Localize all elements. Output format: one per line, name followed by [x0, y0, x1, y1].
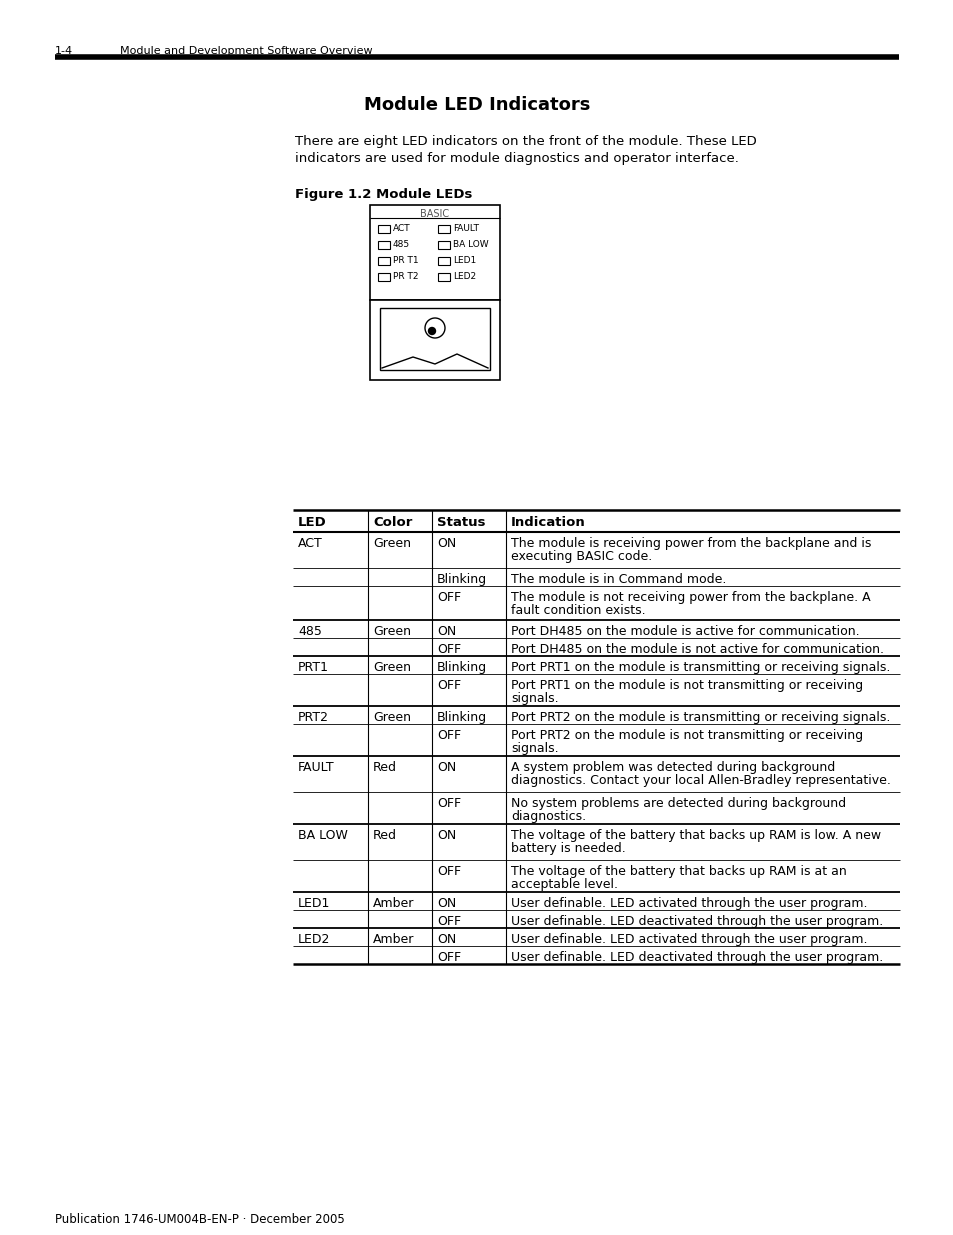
Text: Module and Development Software Overview: Module and Development Software Overview [120, 46, 373, 56]
Text: Red: Red [373, 829, 396, 842]
Text: ON: ON [436, 932, 456, 946]
Bar [437, 225, 450, 233]
Bar [437, 273, 450, 282]
Text: There are eight LED indicators on the front of the module. These LED: There are eight LED indicators on the fr… [294, 135, 756, 148]
Text: ON: ON [436, 625, 456, 638]
Text: signals.: signals. [511, 742, 558, 755]
Text: 485: 485 [393, 240, 410, 249]
Text: The module is not receiving power from the backplane. A: The module is not receiving power from t… [511, 592, 870, 604]
Text: Indication: Indication [511, 516, 585, 529]
Text: PR T2: PR T2 [393, 272, 418, 282]
Text: LED1: LED1 [297, 897, 330, 910]
Text: Green: Green [373, 661, 411, 674]
Text: OFF: OFF [436, 592, 460, 604]
Text: The voltage of the battery that backs up RAM is low. A new: The voltage of the battery that backs up… [511, 829, 881, 842]
Text: PR T1: PR T1 [393, 256, 418, 266]
Text: No system problems are detected during background: No system problems are detected during b… [511, 797, 845, 810]
Text: LED2: LED2 [453, 272, 476, 282]
Text: User definable. LED deactivated through the user program.: User definable. LED deactivated through … [511, 951, 882, 965]
Bar [437, 241, 450, 249]
Text: signals.: signals. [511, 692, 558, 705]
Text: fault condition exists.: fault condition exists. [511, 604, 645, 618]
Text: OFF: OFF [436, 643, 460, 656]
Text: ON: ON [436, 761, 456, 774]
Text: Red: Red [373, 761, 396, 774]
Text: 1-4: 1-4 [55, 46, 73, 56]
Text: OFF: OFF [436, 951, 460, 965]
Text: BASIC: BASIC [420, 209, 449, 219]
Text: ON: ON [436, 829, 456, 842]
Text: PRT2: PRT2 [297, 711, 329, 724]
Text: LED: LED [297, 516, 327, 529]
Text: OFF: OFF [436, 729, 460, 742]
Text: OFF: OFF [436, 679, 460, 692]
Text: OFF: OFF [436, 915, 460, 927]
Text: PRT1: PRT1 [297, 661, 329, 674]
Text: Amber: Amber [373, 932, 414, 946]
Text: OFF: OFF [436, 864, 460, 878]
Text: Amber: Amber [373, 897, 414, 910]
Text: Status: Status [436, 516, 485, 529]
Bar [437, 257, 450, 266]
Text: The module is in Command mode.: The module is in Command mode. [511, 573, 725, 585]
Text: ACT: ACT [297, 537, 322, 550]
Bar [377, 225, 390, 233]
Text: User definable. LED activated through the user program.: User definable. LED activated through th… [511, 897, 866, 910]
Text: diagnostics.: diagnostics. [511, 810, 585, 823]
Text: Green: Green [373, 625, 411, 638]
Text: Blinking: Blinking [436, 711, 487, 724]
Text: ON: ON [436, 537, 456, 550]
Bar [370, 205, 499, 300]
Bar [377, 257, 390, 266]
Text: FAULT: FAULT [297, 761, 335, 774]
Text: Port PRT1 on the module is not transmitting or receiving: Port PRT1 on the module is not transmitt… [511, 679, 862, 692]
Text: Module LED Indicators: Module LED Indicators [363, 96, 590, 114]
Text: Publication 1746-UM004B-EN-P · December 2005: Publication 1746-UM004B-EN-P · December … [55, 1213, 344, 1226]
Text: LED2: LED2 [297, 932, 330, 946]
Text: Figure 1.2 Module LEDs: Figure 1.2 Module LEDs [294, 188, 472, 201]
Text: A system problem was detected during background: A system problem was detected during bac… [511, 761, 835, 774]
Text: Port PRT2 on the module is transmitting or receiving signals.: Port PRT2 on the module is transmitting … [511, 711, 889, 724]
Text: BA LOW: BA LOW [297, 829, 348, 842]
Bar [377, 241, 390, 249]
Text: Blinking: Blinking [436, 573, 487, 585]
Text: Color: Color [373, 516, 412, 529]
Text: The voltage of the battery that backs up RAM is at an: The voltage of the battery that backs up… [511, 864, 846, 878]
Bar [370, 300, 499, 380]
Text: ON: ON [436, 897, 456, 910]
Bar [377, 273, 390, 282]
Text: Green: Green [373, 711, 411, 724]
Text: Port DH485 on the module is not active for communication.: Port DH485 on the module is not active f… [511, 643, 883, 656]
Text: Port PRT1 on the module is transmitting or receiving signals.: Port PRT1 on the module is transmitting … [511, 661, 889, 674]
Text: indicators are used for module diagnostics and operator interface.: indicators are used for module diagnosti… [294, 152, 739, 165]
Bar [379, 308, 490, 370]
Text: Port DH485 on the module is active for communication.: Port DH485 on the module is active for c… [511, 625, 859, 638]
Text: battery is needed.: battery is needed. [511, 842, 625, 855]
Text: BA LOW: BA LOW [453, 240, 488, 249]
Text: 485: 485 [297, 625, 321, 638]
Text: User definable. LED deactivated through the user program.: User definable. LED deactivated through … [511, 915, 882, 927]
Text: ACT: ACT [393, 224, 410, 233]
Text: The module is receiving power from the backplane and is: The module is receiving power from the b… [511, 537, 870, 550]
Text: OFF: OFF [436, 797, 460, 810]
Text: Port PRT2 on the module is not transmitting or receiving: Port PRT2 on the module is not transmitt… [511, 729, 862, 742]
Circle shape [428, 327, 435, 335]
Text: LED1: LED1 [453, 256, 476, 266]
Text: User definable. LED activated through the user program.: User definable. LED activated through th… [511, 932, 866, 946]
Text: diagnostics. Contact your local Allen-Bradley representative.: diagnostics. Contact your local Allen-Br… [511, 774, 890, 787]
Text: Blinking: Blinking [436, 661, 487, 674]
Text: acceptable level.: acceptable level. [511, 878, 618, 890]
Text: Green: Green [373, 537, 411, 550]
Text: FAULT: FAULT [453, 224, 478, 233]
Text: executing BASIC code.: executing BASIC code. [511, 550, 652, 563]
